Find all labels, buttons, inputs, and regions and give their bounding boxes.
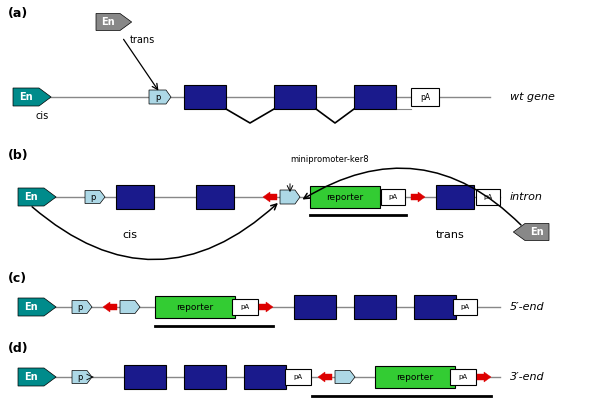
Bar (285, 369, 311, 385)
Text: En: En (24, 192, 38, 202)
Text: pA: pA (241, 304, 250, 310)
Bar (414, 295, 456, 319)
Text: pA: pA (420, 92, 430, 101)
Text: En: En (101, 17, 115, 27)
Polygon shape (335, 370, 355, 383)
Text: trans: trans (436, 230, 464, 240)
Polygon shape (72, 300, 92, 313)
Text: minipromoter-ker8: minipromoter-ker8 (290, 155, 370, 164)
Text: En: En (530, 227, 544, 237)
Bar (436, 185, 474, 209)
Polygon shape (149, 90, 171, 104)
Bar (354, 85, 396, 109)
Polygon shape (72, 370, 92, 383)
Text: reporter: reporter (176, 302, 214, 311)
Bar (184, 85, 226, 109)
Bar (196, 185, 234, 209)
Text: cis: cis (35, 111, 49, 121)
Polygon shape (103, 302, 117, 312)
Text: reporter: reporter (397, 372, 434, 381)
Bar (381, 189, 405, 205)
Polygon shape (18, 368, 56, 386)
Bar (310, 186, 380, 208)
Text: pA: pA (484, 194, 493, 200)
Text: pA: pA (460, 304, 470, 310)
Bar (274, 85, 316, 109)
Bar (184, 365, 226, 389)
Bar (116, 185, 154, 209)
Text: p: p (77, 372, 83, 381)
Bar (476, 189, 500, 205)
Text: p: p (155, 92, 161, 101)
Polygon shape (18, 298, 56, 316)
Text: trans: trans (130, 35, 155, 45)
Polygon shape (263, 192, 277, 202)
Text: (b): (b) (8, 149, 29, 162)
Text: p: p (77, 302, 83, 311)
Polygon shape (13, 88, 51, 106)
Bar (244, 365, 286, 389)
Bar (124, 365, 166, 389)
Text: pA: pA (293, 374, 302, 380)
Text: (c): (c) (8, 272, 27, 285)
Bar (375, 366, 455, 388)
Polygon shape (96, 13, 131, 31)
Polygon shape (318, 372, 332, 382)
Polygon shape (514, 223, 549, 241)
Polygon shape (18, 188, 56, 206)
Text: pA: pA (458, 374, 467, 380)
Text: p: p (91, 193, 95, 201)
Bar (294, 295, 336, 319)
Polygon shape (259, 302, 273, 312)
Polygon shape (411, 192, 425, 202)
Text: En: En (24, 372, 38, 382)
Bar (450, 369, 476, 385)
Text: 3′-end: 3′-end (510, 372, 545, 382)
Bar (453, 299, 477, 315)
Bar (232, 299, 258, 315)
Text: reporter: reporter (326, 193, 364, 201)
Text: pA: pA (388, 194, 398, 200)
Text: (d): (d) (8, 342, 29, 355)
Text: 5′-end: 5′-end (510, 302, 545, 312)
Bar (155, 296, 235, 318)
Bar (411, 88, 439, 106)
Text: En: En (19, 92, 33, 102)
Text: En: En (24, 302, 38, 312)
Text: (a): (a) (8, 7, 28, 20)
Text: wt gene: wt gene (510, 92, 555, 102)
Bar (354, 295, 396, 319)
Text: cis: cis (122, 230, 137, 240)
Polygon shape (280, 190, 300, 204)
Text: intron: intron (510, 192, 543, 202)
Polygon shape (85, 190, 105, 204)
Polygon shape (477, 372, 491, 382)
Polygon shape (120, 300, 140, 313)
